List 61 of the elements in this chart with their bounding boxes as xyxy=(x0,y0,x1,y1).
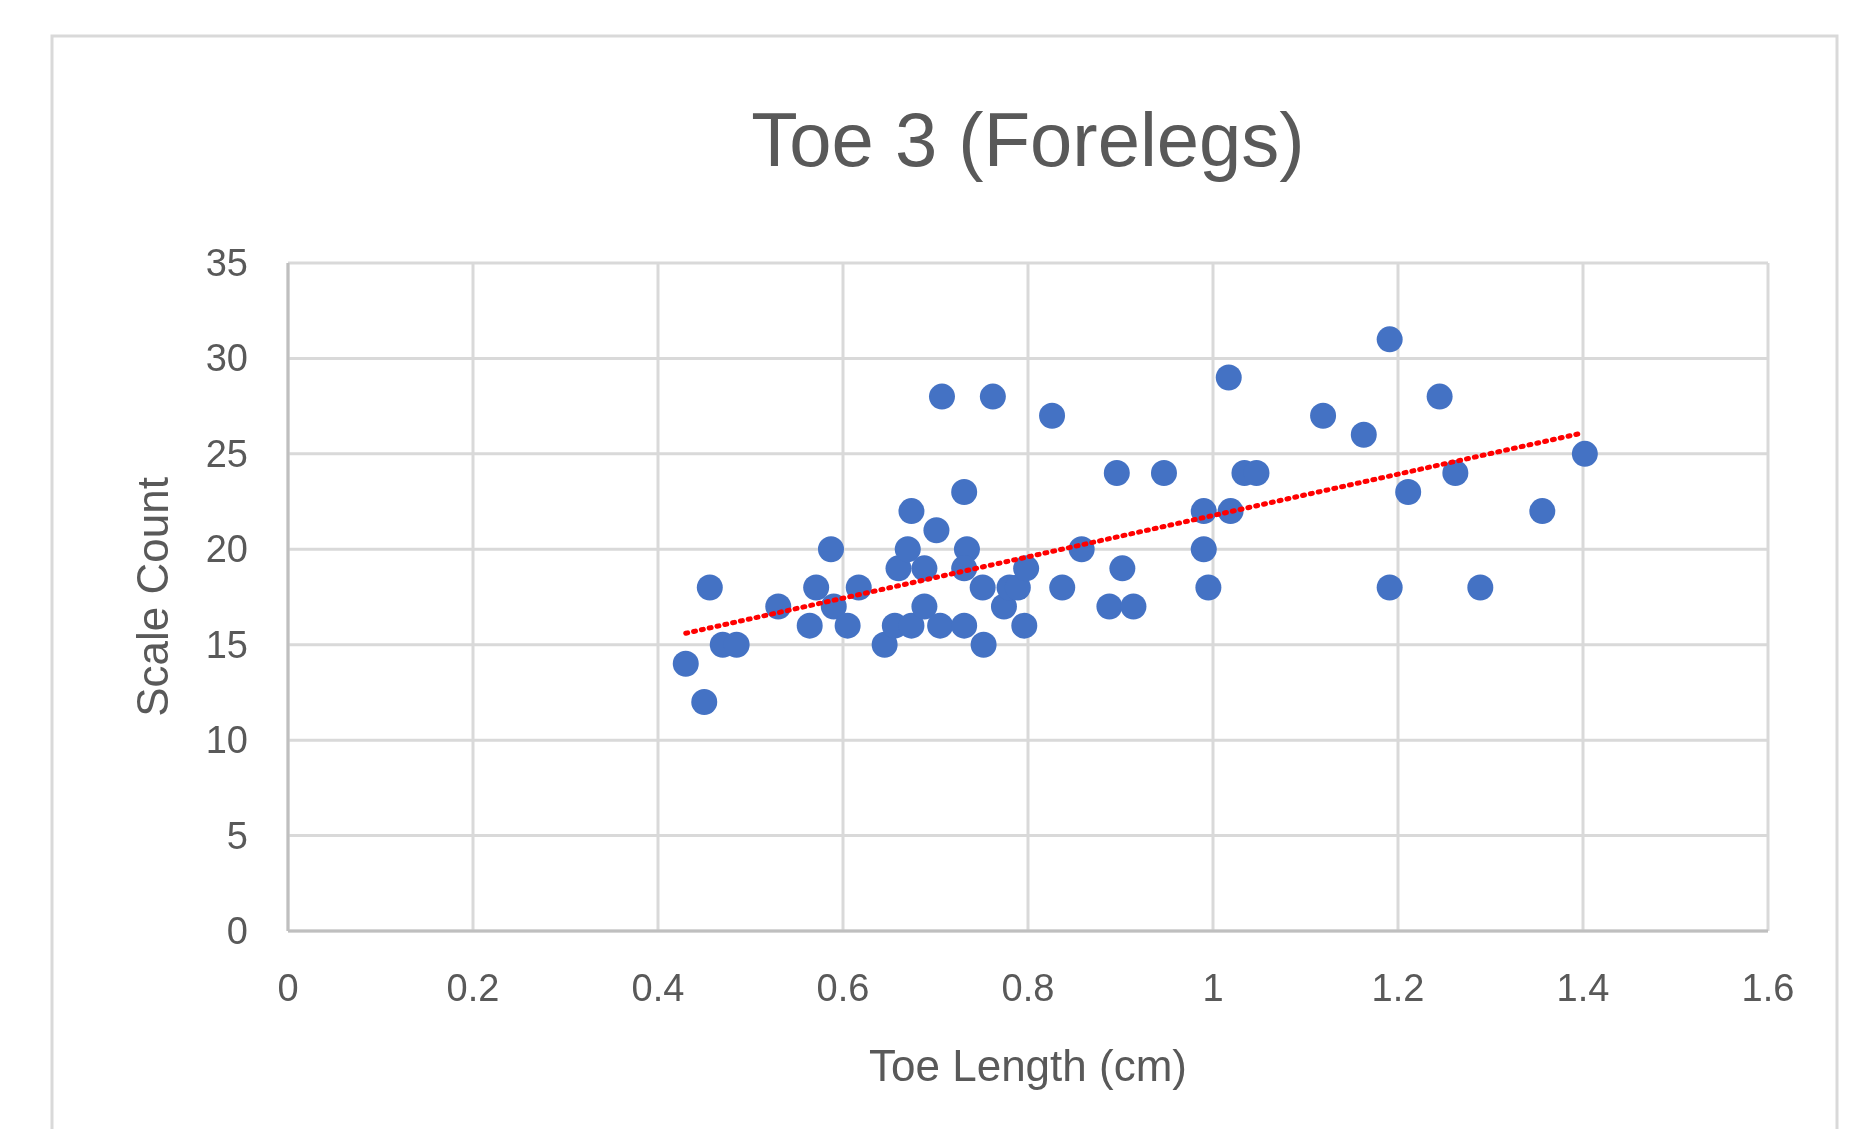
point xyxy=(696,574,723,601)
point xyxy=(672,650,699,677)
point xyxy=(1467,574,1494,601)
y-tick-label: 10 xyxy=(205,719,248,762)
point xyxy=(1150,459,1177,486)
point xyxy=(911,555,938,582)
point xyxy=(796,612,823,639)
point xyxy=(817,536,844,563)
point xyxy=(970,631,997,658)
point xyxy=(951,612,978,639)
point xyxy=(691,688,718,715)
point xyxy=(1011,612,1038,639)
x-tick-label: 0.4 xyxy=(631,967,685,1009)
x-tick-label: 0.8 xyxy=(1001,967,1055,1009)
point xyxy=(1103,459,1130,486)
point xyxy=(928,383,955,410)
point xyxy=(1109,555,1136,582)
point xyxy=(894,536,921,563)
x-axis-title: Toe Length (cm) xyxy=(869,1041,1187,1090)
y-tick-label: 20 xyxy=(205,528,248,571)
point xyxy=(871,631,898,658)
point xyxy=(1376,326,1403,353)
point xyxy=(1426,383,1453,410)
y-tick-label: 30 xyxy=(205,337,248,380)
point xyxy=(969,574,996,601)
y-tick-label: 0 xyxy=(226,910,248,952)
point xyxy=(1195,574,1222,601)
point xyxy=(1376,574,1403,601)
point xyxy=(1096,593,1123,620)
point xyxy=(911,593,938,620)
y-tick-label: 25 xyxy=(205,432,248,475)
y-tick-label: 15 xyxy=(205,623,248,666)
point xyxy=(979,383,1006,410)
point xyxy=(834,612,861,639)
x-tick-label: 1.6 xyxy=(1741,967,1795,1009)
y-tick-label: 35 xyxy=(205,242,248,284)
point xyxy=(1529,498,1556,525)
point xyxy=(1120,593,1147,620)
point xyxy=(923,517,950,544)
x-tick-label: 1 xyxy=(1202,967,1224,1009)
point xyxy=(927,612,954,639)
x-tick-label: 1.4 xyxy=(1556,967,1610,1009)
point xyxy=(803,574,830,601)
y-tick-label: 5 xyxy=(226,814,248,857)
point xyxy=(1571,440,1598,467)
x-tick-label: 0.6 xyxy=(816,967,870,1009)
x-tick-label: 0 xyxy=(277,967,299,1009)
point xyxy=(1350,421,1377,448)
point xyxy=(951,479,978,506)
y-axis-title: Scale Count xyxy=(128,477,177,717)
point xyxy=(1039,402,1066,429)
point xyxy=(1049,574,1076,601)
chart-title: Toe 3 (Forelegs) xyxy=(751,97,1305,182)
point xyxy=(1215,364,1242,391)
x-tick-label: 0.2 xyxy=(446,967,500,1009)
point xyxy=(898,498,925,525)
point xyxy=(1442,459,1469,486)
point xyxy=(1310,402,1337,429)
point xyxy=(1190,536,1217,563)
x-tick-label: 1.2 xyxy=(1371,967,1425,1009)
point xyxy=(1395,479,1422,506)
